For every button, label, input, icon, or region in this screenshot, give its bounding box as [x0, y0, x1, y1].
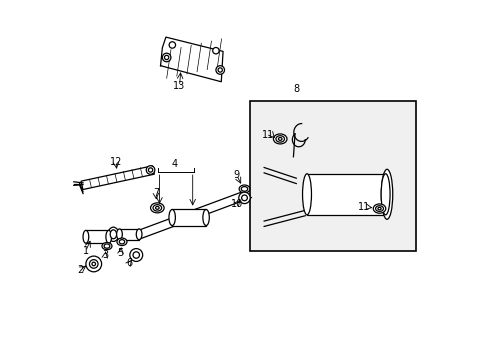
Ellipse shape	[372, 204, 385, 213]
Ellipse shape	[377, 207, 380, 210]
Ellipse shape	[106, 230, 111, 243]
Text: 5: 5	[117, 248, 123, 258]
Bar	[86, 230, 108, 243]
Ellipse shape	[241, 186, 247, 191]
Text: 11: 11	[261, 130, 273, 140]
Ellipse shape	[116, 229, 122, 240]
Ellipse shape	[108, 227, 119, 242]
Ellipse shape	[150, 203, 164, 213]
Text: 4: 4	[171, 159, 178, 169]
Text: 3: 3	[102, 250, 108, 260]
Ellipse shape	[104, 244, 110, 248]
Circle shape	[169, 42, 175, 48]
Circle shape	[241, 195, 247, 201]
Ellipse shape	[375, 206, 383, 211]
Text: 8: 8	[293, 84, 299, 94]
Ellipse shape	[119, 240, 124, 244]
Text: 12: 12	[109, 157, 122, 167]
Circle shape	[92, 262, 95, 266]
Ellipse shape	[153, 204, 162, 211]
Circle shape	[212, 48, 219, 54]
Text: 7: 7	[152, 188, 159, 198]
Ellipse shape	[275, 136, 284, 142]
Circle shape	[216, 66, 224, 74]
Circle shape	[89, 260, 98, 268]
Ellipse shape	[203, 210, 209, 226]
Circle shape	[162, 53, 171, 62]
Circle shape	[164, 55, 168, 60]
Text: 1: 1	[82, 247, 88, 256]
Bar	[249, 102, 415, 251]
Circle shape	[86, 256, 102, 272]
Polygon shape	[160, 37, 223, 82]
Ellipse shape	[117, 238, 127, 246]
Circle shape	[238, 192, 250, 203]
Text: 9: 9	[233, 170, 239, 180]
Circle shape	[148, 168, 152, 172]
Text: 6: 6	[126, 258, 132, 268]
Ellipse shape	[239, 185, 249, 193]
Ellipse shape	[83, 230, 88, 243]
Bar	[172, 210, 205, 226]
Ellipse shape	[380, 174, 389, 215]
Ellipse shape	[102, 243, 112, 249]
Ellipse shape	[155, 206, 159, 209]
Ellipse shape	[278, 138, 282, 140]
Ellipse shape	[136, 229, 142, 240]
Ellipse shape	[381, 169, 392, 219]
Text: 11: 11	[357, 202, 369, 212]
Circle shape	[146, 166, 155, 174]
Circle shape	[133, 252, 139, 258]
Text: 13: 13	[173, 81, 185, 91]
Ellipse shape	[168, 210, 175, 226]
Text: 10: 10	[230, 199, 242, 209]
Circle shape	[218, 68, 222, 72]
Ellipse shape	[273, 134, 286, 144]
Bar	[306, 174, 385, 215]
Circle shape	[130, 249, 142, 261]
Polygon shape	[81, 166, 154, 189]
Text: 2: 2	[77, 265, 83, 275]
Ellipse shape	[302, 174, 311, 215]
Ellipse shape	[110, 230, 116, 239]
Bar	[119, 229, 139, 240]
